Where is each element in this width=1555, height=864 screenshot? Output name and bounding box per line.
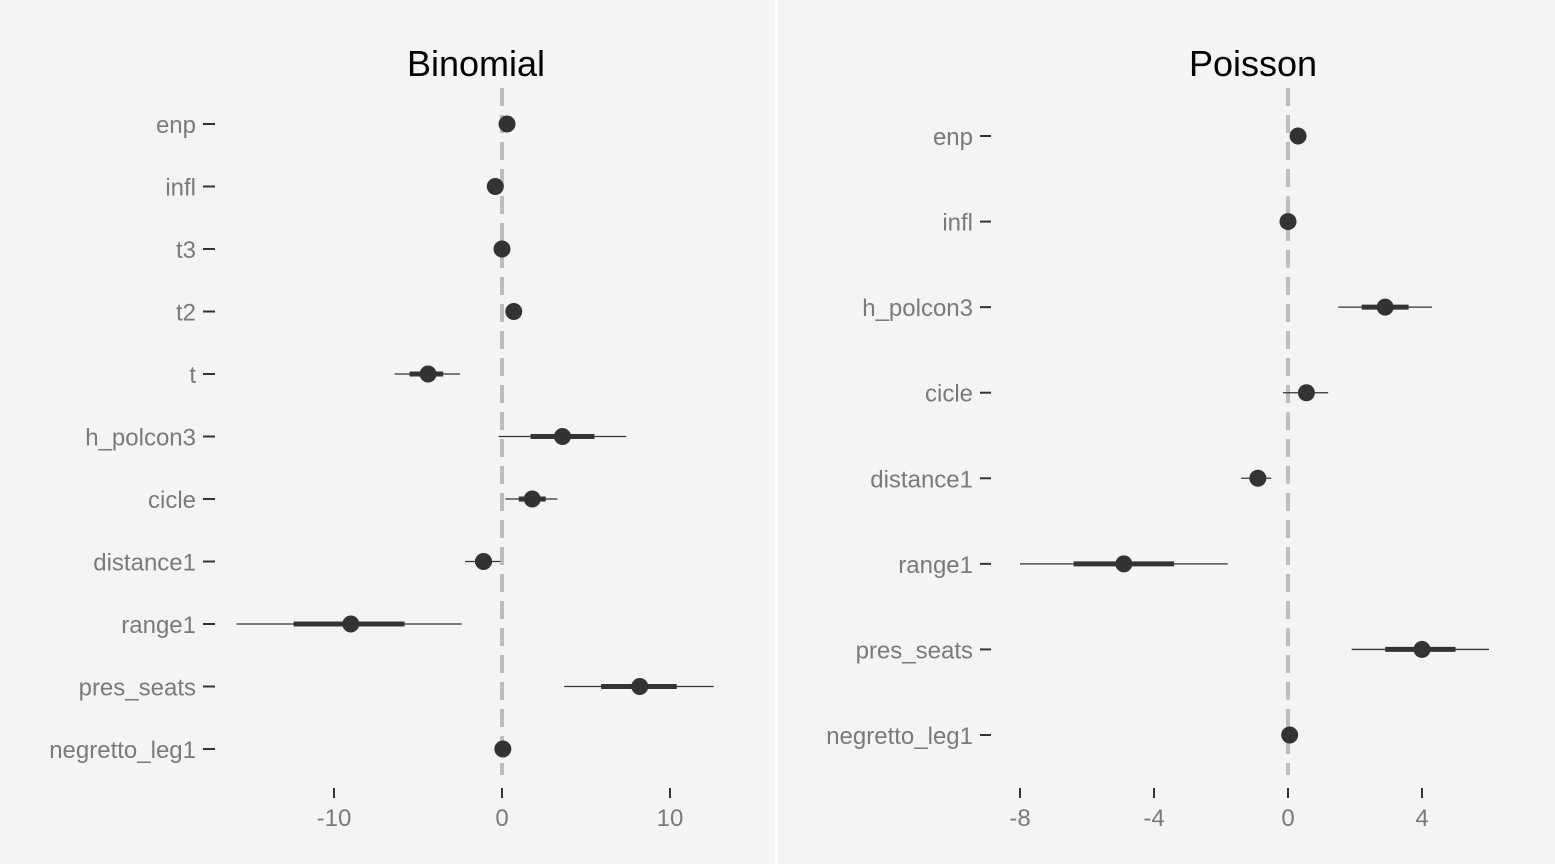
binomial-x-tick-label: 10 <box>657 805 684 832</box>
binomial-estimate-point <box>475 553 493 570</box>
poisson-estimate-point <box>1281 726 1299 744</box>
poisson-estimate-point <box>1289 127 1307 145</box>
binomial-x-tick-label: -10 <box>317 805 352 832</box>
binomial-estimate-point <box>494 740 512 758</box>
poisson-estimate-point <box>1115 555 1133 573</box>
poisson-title: Poisson <box>1189 43 1317 84</box>
binomial-category-label: distance1 <box>93 550 196 577</box>
binomial-category-label: pres_seats <box>79 675 196 702</box>
binomial-x-tick-label: 0 <box>495 805 508 832</box>
poisson-category-label: distance1 <box>870 466 973 493</box>
binomial-estimate-point <box>486 178 504 195</box>
poisson-category-label: negretto_leg1 <box>826 723 973 750</box>
poisson-estimate-point <box>1297 384 1315 402</box>
poisson-estimate-point <box>1376 298 1394 316</box>
poisson-category-label: range1 <box>898 552 973 579</box>
binomial-category-label: infl <box>165 175 196 202</box>
binomial-estimate-point <box>553 428 571 445</box>
binomial-category-label: cicle <box>148 487 196 514</box>
poisson-x-tick-label: 0 <box>1281 805 1294 832</box>
binomial-category-label: enp <box>156 112 196 139</box>
poisson-estimate-point <box>1249 469 1267 487</box>
binomial-estimate-point <box>505 303 523 320</box>
poisson-category-label: infl <box>942 210 973 237</box>
binomial-category-label: h_polcon3 <box>85 425 196 452</box>
binomial-category-label: range1 <box>121 612 196 639</box>
binomial-category-label: t3 <box>176 237 196 264</box>
binomial-category-label: t2 <box>176 300 196 327</box>
binomial-category-label: negretto_leg1 <box>49 737 196 764</box>
binomial-plot: Binomial -10 0 10 enp infl t3 t2 t h_polcon3cicl… <box>49 43 714 832</box>
binomial-category-label: t <box>189 362 196 389</box>
binomial-estimate-point <box>498 115 516 133</box>
poisson-category-label: pres_seats <box>856 637 973 664</box>
binomial-estimate-point <box>631 678 649 695</box>
binomial-title: Binomial <box>407 43 545 84</box>
poisson-category-label: enp <box>933 124 973 151</box>
poisson-category-label: cicle <box>925 381 973 408</box>
poisson-x-tick-label: -8 <box>1009 805 1030 832</box>
binomial-estimate-point <box>342 615 360 633</box>
binomial-estimate-point <box>419 365 437 383</box>
poisson-x-tick-label: 4 <box>1415 805 1428 832</box>
poisson-category-label: h_polcon3 <box>862 295 973 322</box>
binomial-estimate-point <box>493 240 511 258</box>
poisson-estimate-point <box>1279 213 1297 231</box>
binomial-estimate-point <box>523 490 541 508</box>
poisson-estimate-point <box>1413 640 1431 658</box>
poisson-x-tick-label: -4 <box>1143 805 1164 832</box>
